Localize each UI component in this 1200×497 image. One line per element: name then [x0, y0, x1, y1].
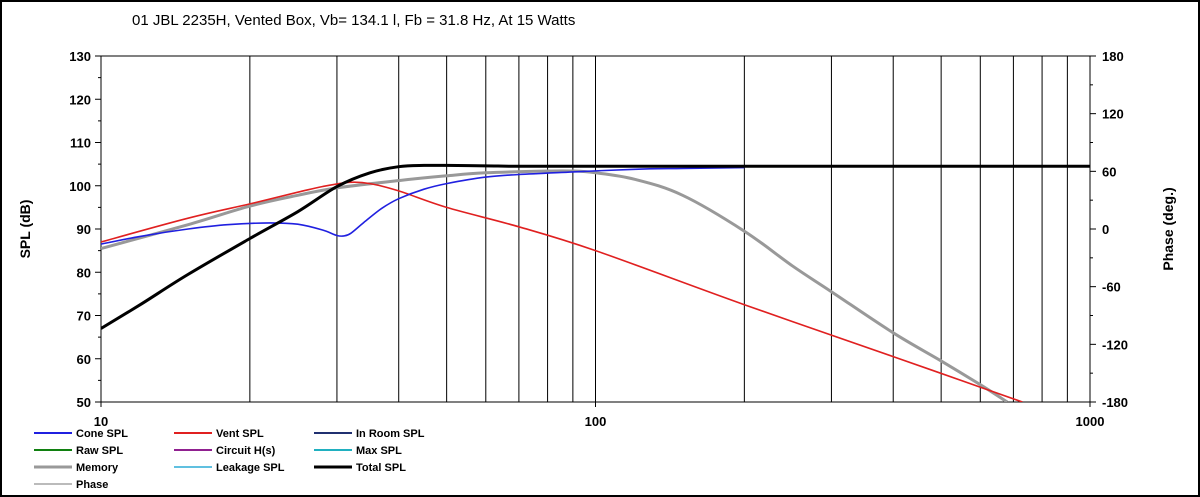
y2-tick-label: -60 — [1102, 280, 1121, 295]
legend-label-cone-spl: Cone SPL — [76, 428, 128, 440]
legend-label-phase: Phase — [76, 479, 108, 491]
y-tick-label: 70 — [77, 309, 91, 324]
ticks-layer — [95, 55, 1096, 407]
legend-label-circuit-h-s: Circuit H(s) — [216, 445, 276, 457]
total-spl-line — [101, 163, 1090, 330]
legend-label-total-spl: Total SPL — [356, 462, 406, 474]
series-layer — [101, 163, 1090, 402]
y2-tick-label: -120 — [1102, 337, 1128, 352]
y2-tick-label: 120 — [1102, 107, 1124, 122]
cone-spl-line — [101, 166, 745, 245]
y-tick-label: 80 — [77, 265, 91, 280]
y-tick-label: 50 — [77, 395, 91, 410]
memory-line — [101, 169, 1009, 402]
x-tick-label: 100 — [585, 414, 607, 429]
x-tick-label: 1000 — [1076, 414, 1105, 429]
y-tick-label: 110 — [70, 136, 91, 151]
legend: Cone SPL Vent SPL In Room SPL Raw SPL Circui… — [34, 428, 425, 491]
y2-tick-label: 180 — [1102, 49, 1124, 64]
legend-label-vent-spl: Vent SPL — [216, 428, 264, 440]
chart-title: 01 JBL 2235H, Vented Box, Vb= 134.1 l, F… — [132, 12, 576, 29]
grid-layer — [249, 56, 1068, 402]
legend-label-max-spl: Max SPL — [356, 445, 402, 457]
legend-label-memory: Memory — [76, 462, 119, 474]
legend-label-in-room-spl: In Room SPL — [356, 428, 425, 440]
labels-layer: 130 120 110 100 90 80 70 60 50 180 120 60 0 -60 -120 -1… — [17, 49, 1176, 429]
y-tick-label: 90 — [77, 222, 91, 237]
y2-tick-label: -180 — [1102, 395, 1128, 410]
legend-label-leakage-spl: Leakage SPL — [216, 462, 285, 474]
y-tick-label: 130 — [69, 49, 91, 64]
y2-tick-label: 0 — [1102, 222, 1109, 237]
y2-tick-label: 60 — [1102, 164, 1116, 179]
y-tick-label: 120 — [69, 92, 91, 107]
x-tick-label: 10 — [94, 414, 108, 429]
y-tick-label: 60 — [77, 352, 91, 367]
y-axis-title: SPL (dB) — [17, 200, 33, 259]
y2-axis-title: Phase (deg.) — [1160, 187, 1176, 270]
legend-label-raw-spl: Raw SPL — [76, 445, 123, 457]
vent-spl-line — [101, 181, 1023, 402]
y-tick-label: 100 — [69, 179, 91, 194]
